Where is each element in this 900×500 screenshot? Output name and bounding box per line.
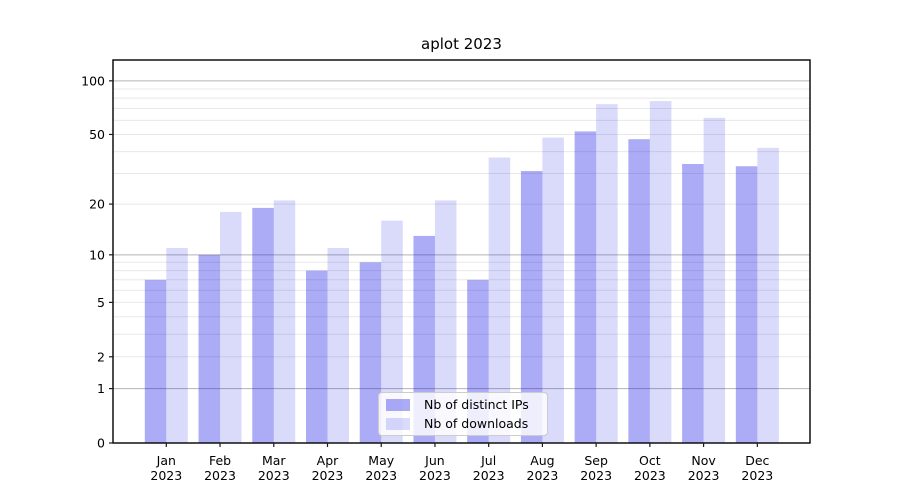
x-tick-label-year: 2023 — [580, 468, 612, 483]
legend-label-distinct-ips: Nb of distinct IPs — [424, 397, 529, 412]
bar-downloads — [273, 200, 296, 443]
x-tick-label-year: 2023 — [741, 468, 773, 483]
x-tick-label-month: Jul — [480, 453, 496, 468]
x-tick-label-year: 2023 — [688, 468, 720, 483]
x-tick-label-month: Feb — [209, 453, 231, 468]
bar-distinct-ips — [735, 166, 758, 443]
x-tick-label-month: May — [368, 453, 394, 468]
bar-downloads — [327, 247, 349, 443]
axes-spines — [112, 59, 811, 444]
legend-item-distinct-ips: Nb of distinct IPs — [379, 396, 547, 414]
y-tick-label: 0 — [97, 436, 105, 451]
y-tick-label: 2 — [97, 349, 105, 364]
bar-downloads — [596, 104, 618, 444]
bar-distinct-ips — [574, 131, 597, 444]
x-tick-label-month: Dec — [745, 453, 769, 468]
x-tick-label-year: 2023 — [258, 468, 290, 483]
bar-downloads — [542, 137, 564, 443]
x-tick-label-month: Sep — [584, 453, 608, 468]
x-tick-label-month: Oct — [639, 453, 661, 468]
legend-item-downloads: Nb of downloads — [379, 415, 547, 433]
x-tick-label-year: 2023 — [473, 468, 505, 483]
bar-downloads — [220, 211, 242, 443]
bar-downloads — [381, 220, 403, 443]
x-tick-label-year: 2023 — [419, 468, 451, 483]
x-tick-label-year: 2023 — [204, 468, 236, 483]
x-tick-label-month: Nov — [691, 453, 716, 468]
legend-label-downloads: Nb of downloads — [424, 416, 529, 431]
bar-distinct-ips — [144, 279, 167, 443]
x-tick-label-year: 2023 — [365, 468, 397, 483]
bar-distinct-ips — [413, 235, 435, 443]
x-tick-label-year: 2023 — [312, 468, 344, 483]
bar-distinct-ips — [252, 207, 274, 443]
x-tick-label-month: Mar — [262, 453, 286, 468]
bar-distinct-ips — [520, 171, 543, 443]
chart-title: aplot 2023 — [421, 35, 502, 53]
bar-downloads — [488, 157, 511, 443]
x-tick-label-month: Jan — [156, 453, 176, 468]
bar-downloads — [434, 200, 457, 443]
y-tick-label: 100 — [81, 73, 105, 88]
legend: Nb of distinct IPs Nb of downloads — [378, 392, 548, 436]
x-tick-label-month: Jun — [424, 453, 445, 468]
x-tick-label-month: Aug — [530, 453, 554, 468]
y-tick-label: 50 — [89, 127, 105, 142]
x-tick-label-year: 2023 — [150, 468, 182, 483]
bar-downloads — [649, 101, 672, 443]
bar-downloads — [757, 147, 779, 443]
x-tick-label-year: 2023 — [634, 468, 666, 483]
x-tick-label-month: Apr — [317, 453, 339, 468]
y-tick-label: 10 — [89, 247, 105, 262]
x-tick-label-year: 2023 — [527, 468, 559, 483]
bar-distinct-ips — [305, 270, 328, 443]
bar-downloads — [703, 117, 726, 443]
legend-swatch-downloads — [386, 417, 410, 430]
bar-distinct-ips — [198, 254, 221, 443]
legend-swatch-distinct-ips — [386, 398, 410, 411]
y-tick-label: 20 — [89, 197, 105, 212]
bar-distinct-ips — [682, 163, 704, 443]
y-tick-label: 1 — [97, 381, 105, 396]
y-tick-label: 5 — [97, 295, 105, 310]
bar-distinct-ips — [628, 139, 650, 443]
bar-distinct-ips — [359, 262, 382, 443]
bar-downloads — [166, 247, 188, 443]
